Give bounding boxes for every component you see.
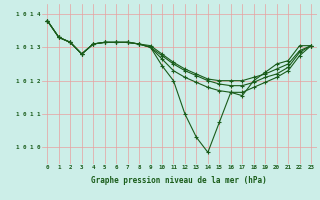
X-axis label: Graphe pression niveau de la mer (hPa): Graphe pression niveau de la mer (hPa) <box>91 176 267 185</box>
